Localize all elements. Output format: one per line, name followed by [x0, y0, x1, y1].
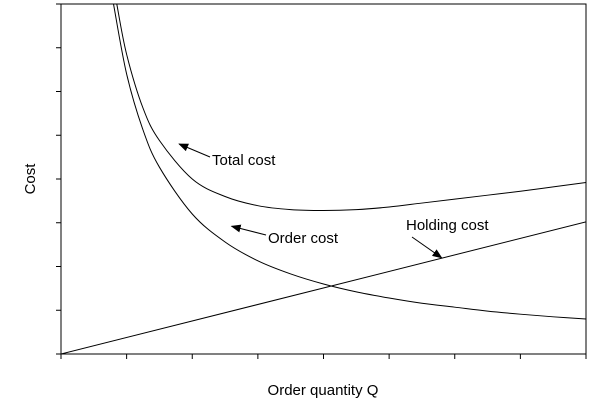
annotation-label-0: Total cost: [212, 152, 276, 169]
x-axis-title: Order quantity Q: [268, 382, 379, 399]
annotation-arrow-2: [411, 236, 443, 259]
annotation-label-2: Holding cost: [406, 217, 489, 234]
y-axis-title: Cost: [22, 163, 39, 195]
annotations: Total cost Order cost Holding cost: [178, 143, 489, 259]
annotation-arrow-1: [230, 224, 267, 236]
series-line-total-cost: [116, 4, 586, 212]
annotation-label-1: Order cost: [268, 230, 339, 247]
plot-frame: [60, 3, 587, 355]
series-lines: [61, 4, 586, 354]
series-line-holding-cost: [61, 221, 586, 354]
series-line-order-cost: [113, 4, 586, 320]
axis-ticks: [56, 3, 587, 359]
annotation-arrow-0: [178, 143, 211, 158]
